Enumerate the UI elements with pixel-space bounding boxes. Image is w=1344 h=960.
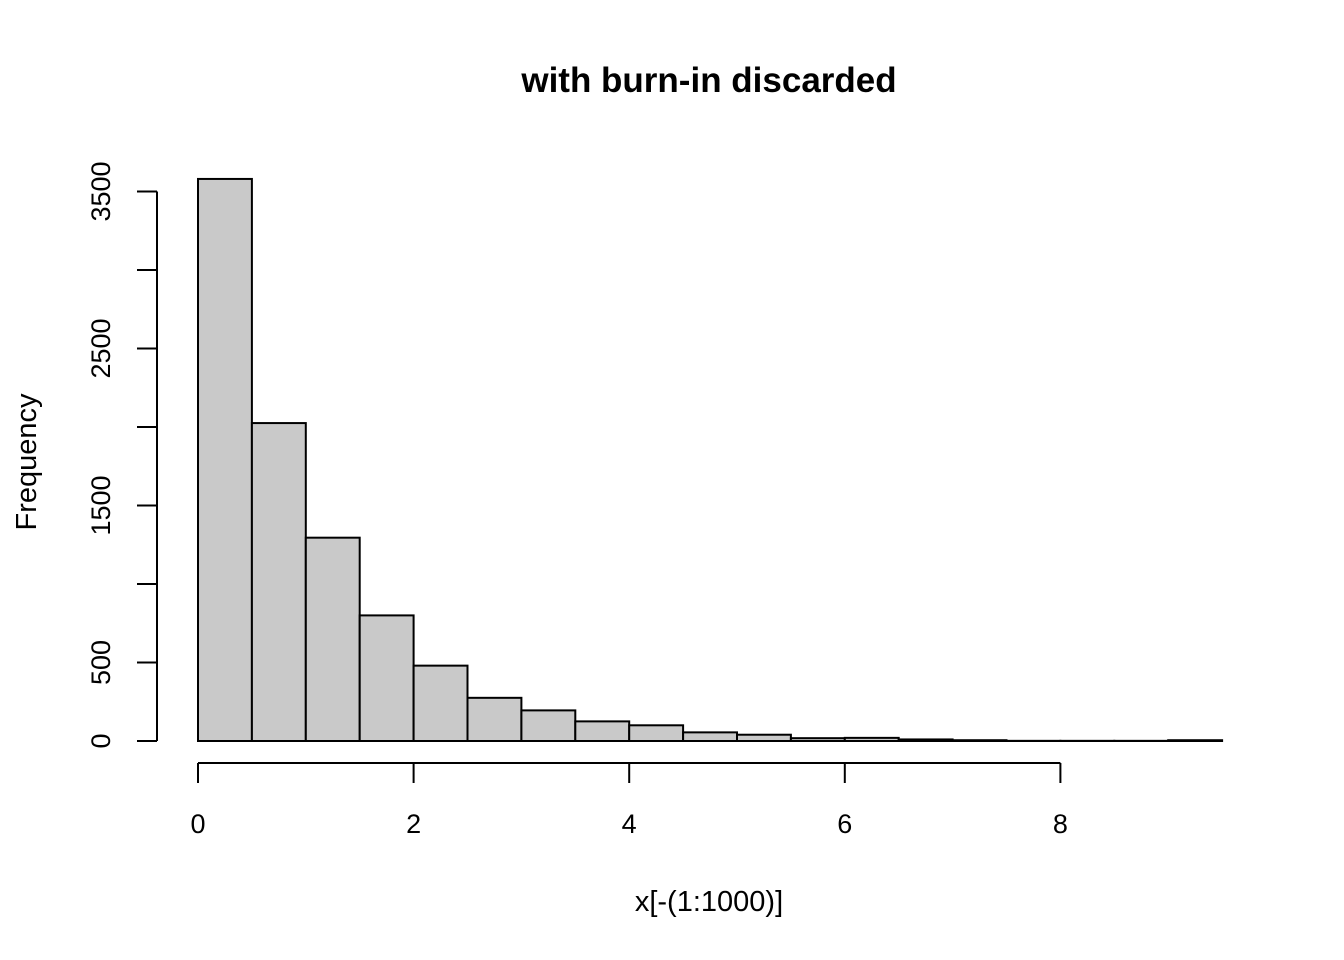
x-axis-label: x[-(1:1000)] [635,886,783,918]
histogram-bar [520,709,577,743]
y-axis-label: Frequency [11,393,43,531]
histogram-bar [951,739,1008,743]
histogram-bar [574,720,631,742]
histogram-bar [197,177,253,742]
y-tick-label: 3500 [86,161,116,221]
y-tick-label: 2500 [86,318,116,378]
histogram-bar [1167,739,1224,743]
histogram-bar [628,724,685,742]
histogram-bar [250,422,307,742]
y-tick-label: 1500 [86,475,116,535]
histogram-bar [358,614,415,743]
y-axis: 0 500 1500 2500 3500 [86,161,158,749]
y-tick-label: 500 [86,640,116,685]
histogram-bar [789,737,846,743]
x-tick-label: 2 [406,809,421,839]
y-tick-label: 0 [86,733,116,748]
histogram-bar [304,536,361,742]
x-tick-label: 8 [1053,809,1068,839]
histogram-bar [897,738,954,742]
histogram-bar [412,664,469,743]
x-tick-label: 0 [190,809,205,839]
histogram-bar [682,731,738,742]
chart-title: with burn-in discarded [520,61,896,100]
histogram-bar [466,696,523,743]
x-tick-label: 4 [622,809,637,839]
bars-group [197,177,1224,743]
histogram-bar [736,733,792,742]
x-tick-label: 6 [837,809,852,839]
x-axis: 0 2 4 6 8 [190,762,1068,839]
histogram-bar [843,736,900,742]
